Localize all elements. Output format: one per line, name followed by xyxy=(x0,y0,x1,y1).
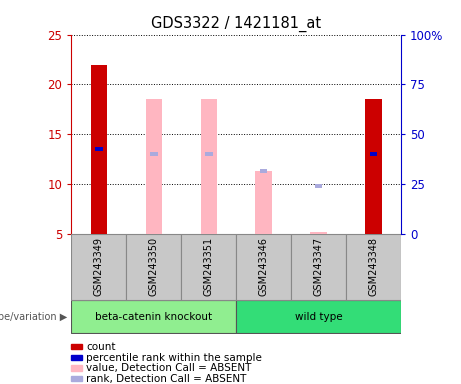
Bar xyxy=(310,232,327,234)
Text: GSM243348: GSM243348 xyxy=(369,237,378,296)
Bar xyxy=(150,152,158,156)
Bar xyxy=(236,234,291,300)
Text: GSM243351: GSM243351 xyxy=(204,237,214,296)
Bar xyxy=(255,171,272,234)
Title: GDS3322 / 1421181_at: GDS3322 / 1421181_at xyxy=(151,16,321,32)
Text: rank, Detection Call = ABSENT: rank, Detection Call = ABSENT xyxy=(86,374,247,384)
Bar xyxy=(291,234,346,300)
Text: beta-catenin knockout: beta-catenin knockout xyxy=(95,312,213,322)
Text: GSM243346: GSM243346 xyxy=(259,237,269,296)
Bar xyxy=(205,152,213,156)
Text: count: count xyxy=(86,342,116,352)
Text: genotype/variation ▶: genotype/variation ▶ xyxy=(0,312,67,322)
Bar xyxy=(71,300,236,333)
Bar xyxy=(181,234,236,300)
Bar xyxy=(146,99,162,234)
Bar xyxy=(201,99,217,234)
Text: wild type: wild type xyxy=(295,312,343,322)
Bar xyxy=(315,184,322,188)
Bar xyxy=(346,234,401,300)
Bar xyxy=(91,65,107,234)
Text: GSM243349: GSM243349 xyxy=(94,237,104,296)
Bar xyxy=(205,152,213,156)
Bar xyxy=(201,124,217,234)
Text: GSM243350: GSM243350 xyxy=(149,237,159,296)
Text: percentile rank within the sample: percentile rank within the sample xyxy=(86,353,262,362)
Bar xyxy=(71,234,126,300)
Bar xyxy=(126,234,181,300)
Bar xyxy=(370,152,377,156)
Bar xyxy=(236,300,401,333)
Bar xyxy=(366,99,382,234)
Text: value, Detection Call = ABSENT: value, Detection Call = ABSENT xyxy=(86,363,252,373)
Text: GSM243347: GSM243347 xyxy=(313,237,324,296)
Bar xyxy=(95,147,103,151)
Bar xyxy=(260,169,267,173)
